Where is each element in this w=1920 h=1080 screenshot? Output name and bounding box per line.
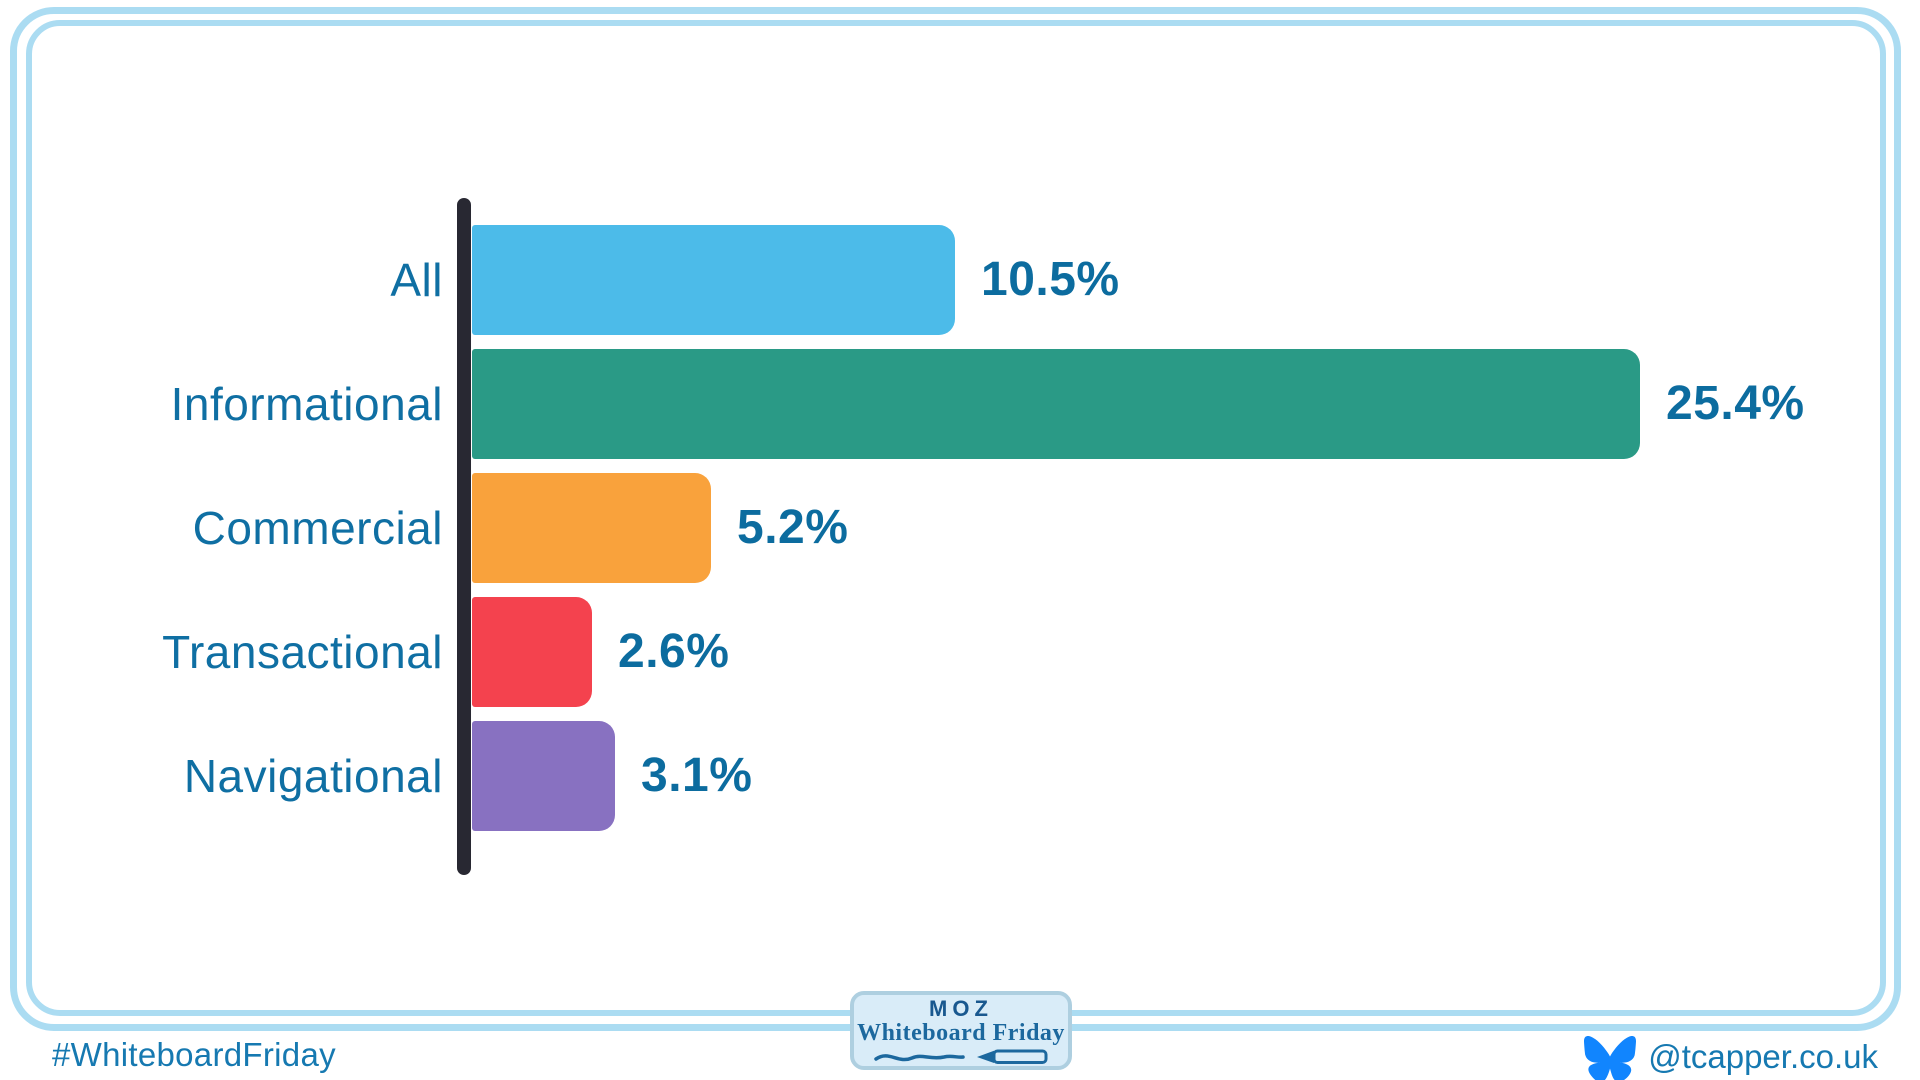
chart-axis-line [457,198,471,875]
category-label: Transactional [162,626,443,678]
value-label: 25.4% [1666,377,1805,430]
marker-squiggle-icon [874,1049,1048,1064]
moz-logo-text: MOZ [929,995,993,1021]
value-label: 5.2% [737,501,849,554]
bar-commercial [472,473,711,583]
value-label: 2.6% [618,625,730,678]
bar-informational [472,349,1640,459]
bar-navigational [472,721,615,831]
value-label: 10.5% [981,253,1120,306]
social-handle: @tcapper.co.uk [1584,1033,1878,1080]
hashtag-text: #WhiteboardFriday [52,1036,336,1073]
category-label: All [390,254,443,306]
value-label: 3.1% [641,749,753,802]
category-label: Informational [170,378,443,430]
category-label: Navigational [183,750,443,802]
logo-subtitle-text: Whiteboard Friday [857,1019,1065,1046]
bar-transactional [472,597,592,707]
bar-all [472,225,955,335]
handle-text: @tcapper.co.uk [1648,1037,1878,1075]
category-label: Commercial [192,502,443,554]
bluesky-butterfly-icon [1584,1035,1637,1080]
moz-whiteboard-friday-logo: MOZ Whiteboard Friday [850,991,1072,1070]
